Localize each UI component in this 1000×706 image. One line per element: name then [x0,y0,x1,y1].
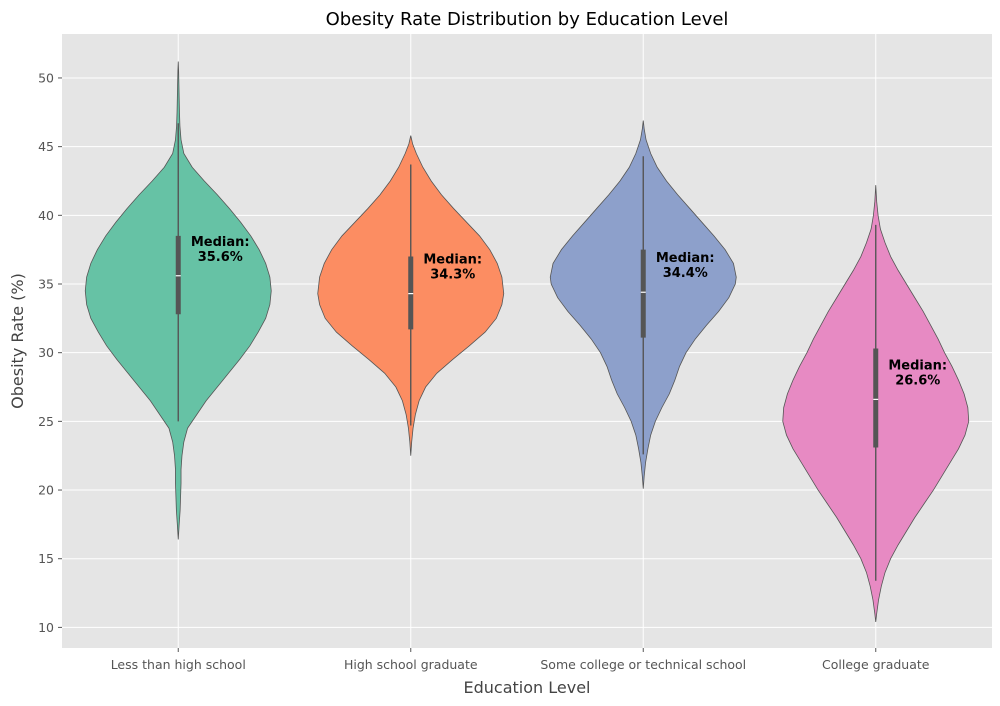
median-annotation-title: Median: [191,235,250,250]
x-tick-label: Less than high school [111,657,246,672]
y-tick-label: 35 [38,276,54,291]
x-axis-label: Education Level [464,678,591,697]
x-tick-label: High school graduate [344,657,478,672]
y-tick-label: 25 [38,414,54,429]
y-tick-label: 50 [38,70,54,85]
violins: Median:35.6% Median:34.3%Median:34.4%Medi… [84,61,970,622]
median-annotation-value: 35.6% [198,250,243,265]
y-tick-label: 10 [38,620,54,635]
y-tick-label: 45 [38,139,54,154]
x-tick-label: College graduate [822,657,930,672]
median-annotation-value: 34.4% [663,266,708,281]
y-tick-label: 20 [38,483,54,498]
y-axis: 10 15 20 25 30 35 40 45 50 [38,70,62,635]
y-axis-label: Obesity Rate (%) [8,273,27,409]
violin-group: Median:35.6% [84,61,272,540]
median-annotation-title: Median: [423,253,482,268]
y-tick-label: 15 [38,551,54,566]
median-annotation-value: 26.6% [895,373,940,388]
y-tick-label: 30 [38,345,54,360]
violin-group: Median:34.4% [549,120,737,489]
x-tick-label: Some college or technical school [540,657,746,672]
violin-group: Median:34.3% [317,135,505,456]
x-axis: Less than high school High school graduat… [111,648,930,672]
median-annotation-title: Median: [656,251,715,266]
median-annotation-title: Median: [888,358,947,373]
chart-title: Obesity Rate Distribution by Education L… [326,9,729,30]
violin-group: Median:26.6% [782,185,970,622]
median-annotation-value: 34.3% [430,268,475,283]
y-tick-label: 40 [38,208,54,223]
